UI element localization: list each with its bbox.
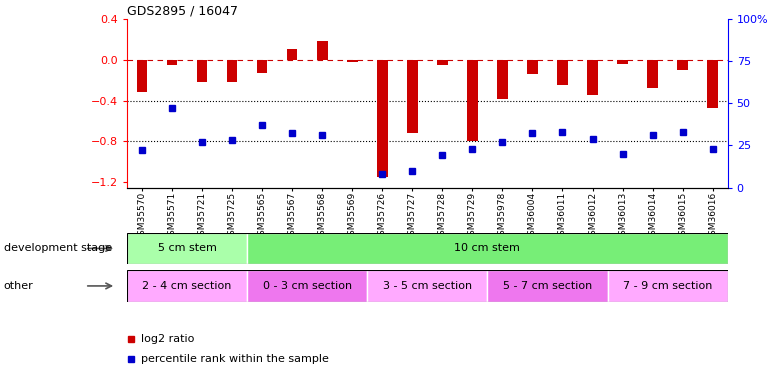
Bar xyxy=(648,60,658,88)
Bar xyxy=(467,60,477,141)
Text: 3 - 5 cm section: 3 - 5 cm section xyxy=(383,281,472,291)
Text: 2 - 4 cm section: 2 - 4 cm section xyxy=(142,281,232,291)
Bar xyxy=(588,60,598,96)
Bar xyxy=(557,60,567,85)
Text: 5 cm stem: 5 cm stem xyxy=(158,243,216,254)
Bar xyxy=(347,60,357,62)
Bar xyxy=(708,60,718,108)
Text: 7 - 9 cm section: 7 - 9 cm section xyxy=(623,281,712,291)
Text: 5 - 7 cm section: 5 - 7 cm section xyxy=(503,281,592,291)
Bar xyxy=(527,60,537,74)
Text: GDS2895 / 16047: GDS2895 / 16047 xyxy=(127,4,238,18)
Text: percentile rank within the sample: percentile rank within the sample xyxy=(142,354,330,364)
Bar xyxy=(127,270,247,302)
Bar xyxy=(317,41,327,60)
Bar xyxy=(487,270,608,302)
Bar xyxy=(497,60,507,99)
Text: log2 ratio: log2 ratio xyxy=(142,334,195,344)
Bar xyxy=(678,60,688,70)
Text: development stage: development stage xyxy=(4,243,112,254)
Bar xyxy=(257,60,267,73)
Bar xyxy=(167,60,177,65)
Text: other: other xyxy=(4,281,34,291)
Bar xyxy=(367,270,487,302)
Bar xyxy=(287,50,297,60)
Text: 0 - 3 cm section: 0 - 3 cm section xyxy=(263,281,352,291)
Bar xyxy=(618,60,628,64)
Bar xyxy=(197,60,207,82)
Bar xyxy=(127,232,247,264)
Bar xyxy=(137,60,147,92)
Bar xyxy=(437,60,447,65)
Bar xyxy=(247,232,728,264)
Bar xyxy=(247,270,367,302)
Bar xyxy=(407,60,417,133)
Bar xyxy=(608,270,728,302)
Text: 10 cm stem: 10 cm stem xyxy=(454,243,521,254)
Bar xyxy=(377,60,387,177)
Bar xyxy=(227,60,237,82)
